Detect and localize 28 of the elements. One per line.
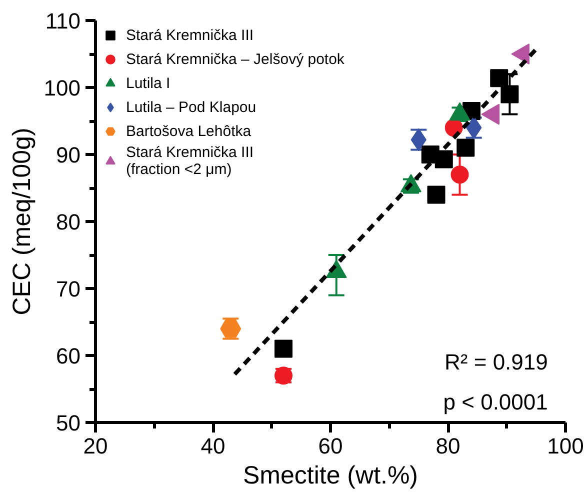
point — [456, 138, 475, 157]
y-tick-label: 100 — [44, 76, 81, 100]
x-tick-label: 60 — [318, 434, 343, 458]
legend-label: Bartošova Lehôtka — [126, 122, 252, 141]
point — [434, 150, 453, 168]
legend-label: Stará Kremnička III (fraction <2 μm) — [126, 144, 254, 178]
x-tick-label: 100 — [547, 434, 584, 458]
annotation: R² = 0.919 — [444, 349, 548, 374]
y-tick-label: 70 — [56, 276, 81, 302]
legend-label: Lutila I — [126, 74, 170, 93]
point — [500, 85, 519, 104]
y-tick-label: 90 — [56, 142, 81, 168]
point — [274, 340, 292, 358]
x-tick-label: 40 — [200, 434, 226, 458]
point — [450, 166, 469, 184]
y-tick-label: 110 — [45, 8, 81, 34]
legend-label: Stará Kremnička – Jelšový potok — [126, 50, 344, 69]
y-tick-label: 50 — [56, 410, 81, 436]
x-axis-title: Smectite (wt.%) — [242, 462, 418, 490]
legend-label: Lutila – Pod Klapou — [126, 98, 256, 117]
x-tick-label: 20 — [83, 434, 108, 458]
point — [427, 186, 446, 204]
annotation: p < 0.0001 — [443, 389, 548, 414]
y-tick-label: 80 — [56, 210, 81, 234]
x-tick-label: 80 — [436, 434, 460, 458]
legend-label: Stará Kremnička III — [126, 26, 254, 45]
y-axis-title: CEC (meq/100g) — [8, 128, 36, 316]
y-tick-label: 60 — [56, 344, 81, 368]
